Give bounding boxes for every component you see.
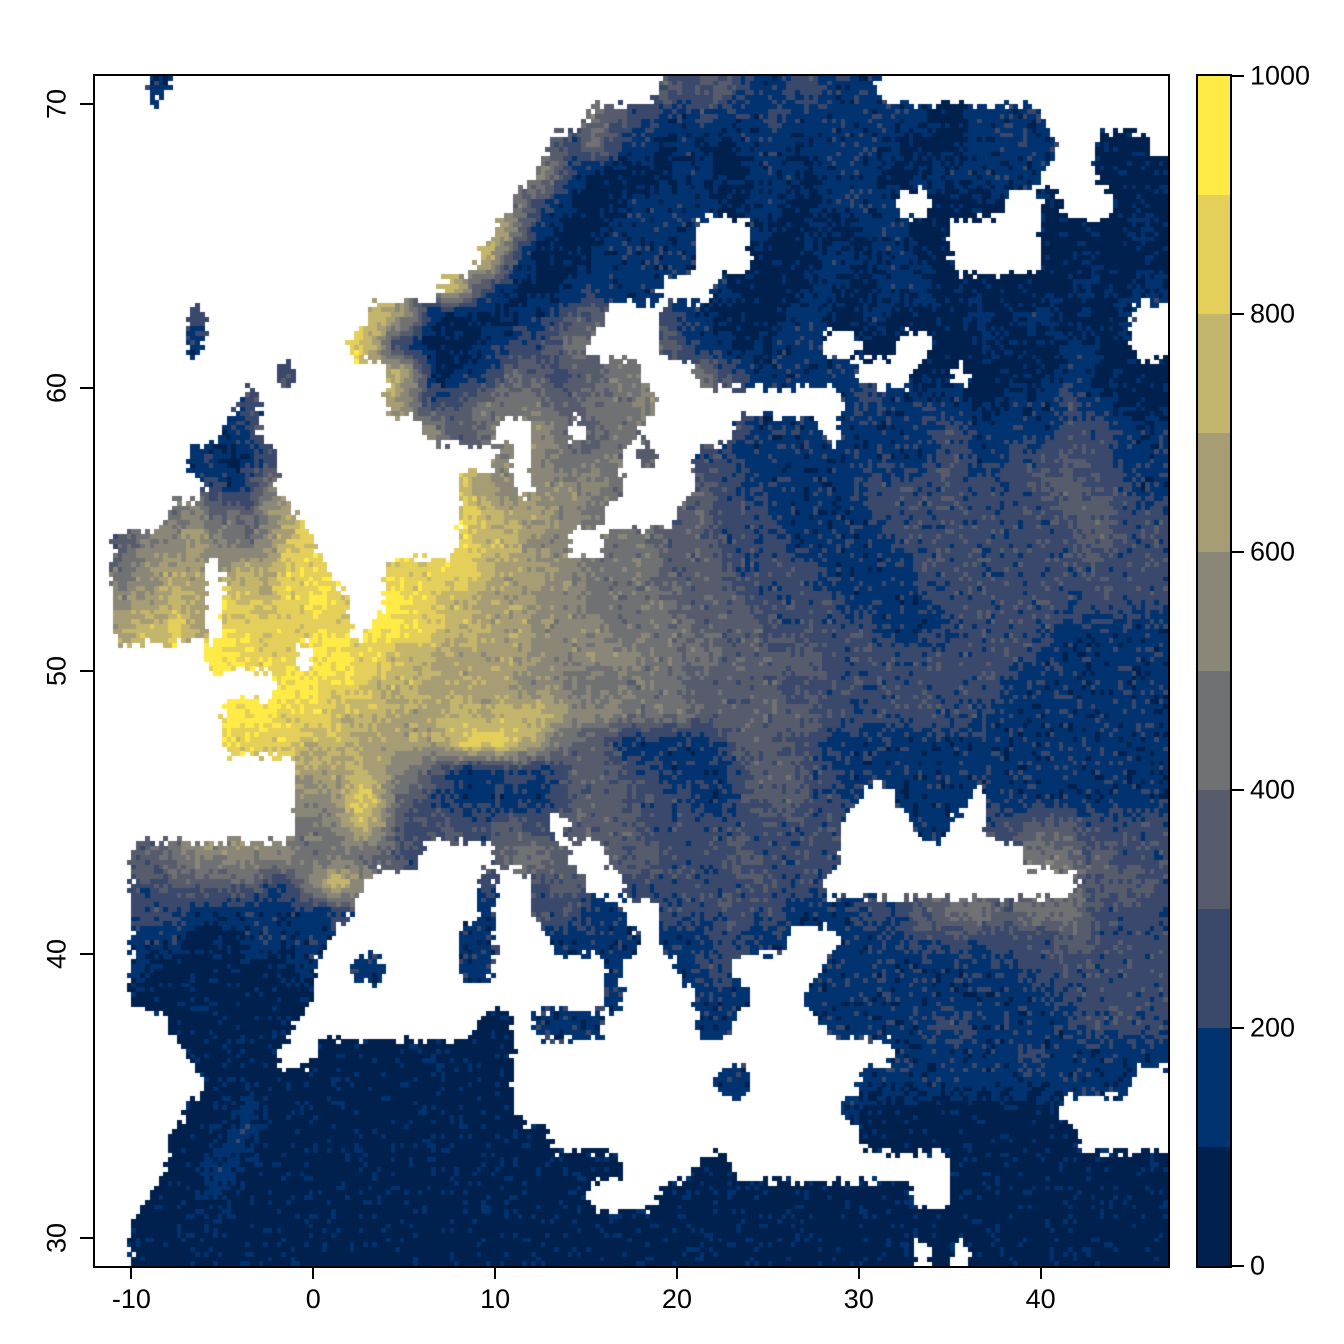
x-axis-tick-label: 0 <box>305 1284 321 1314</box>
legend-color-segment <box>1198 195 1230 314</box>
legend-color-segment <box>1198 1028 1230 1147</box>
legend-tick-label: 200 <box>1250 1012 1296 1043</box>
x-axis-tick-label: 40 <box>1025 1284 1056 1314</box>
y-axis-tick <box>80 1236 93 1239</box>
y-axis-tick <box>80 103 93 106</box>
x-axis-tick <box>494 1266 497 1279</box>
legend-tick <box>1230 75 1244 77</box>
x-axis-tick <box>1039 1266 1042 1279</box>
legend-tick-label: 400 <box>1250 774 1296 805</box>
x-axis-tick-label: 10 <box>480 1284 511 1314</box>
legend-color-segment <box>1198 314 1230 433</box>
legend-tick-label: 1000 <box>1250 60 1311 91</box>
y-axis-tick-label: 60 <box>41 372 72 403</box>
legend-tick-label: 0 <box>1250 1250 1266 1281</box>
legend-color-segment <box>1198 671 1230 790</box>
y-axis-tick <box>80 670 93 672</box>
legend-color-segment <box>1198 909 1230 1028</box>
legend-tick <box>1230 1027 1244 1029</box>
legend-tick <box>1230 1265 1244 1267</box>
y-axis-tick <box>80 386 93 389</box>
legend-color-segment <box>1198 76 1230 195</box>
x-axis-tick-label: -10 <box>111 1284 151 1314</box>
x-axis-tick-label: 20 <box>661 1284 692 1314</box>
legend-color-segment <box>1198 552 1230 671</box>
x-axis-tick <box>312 1266 315 1279</box>
legend-tick-label: 800 <box>1250 298 1296 329</box>
legend-tick-label: 600 <box>1250 536 1296 567</box>
legend-tick <box>1230 789 1244 791</box>
legend-color-segment <box>1198 790 1230 909</box>
y-axis-tick-label: 30 <box>41 1222 72 1253</box>
legend-tick <box>1230 551 1244 553</box>
legend-tick <box>1230 313 1244 315</box>
y-axis-tick-label: 70 <box>41 89 72 120</box>
x-axis-tick <box>857 1266 860 1279</box>
y-axis-tick-label: 50 <box>41 655 72 687</box>
legend-color-segment <box>1198 433 1230 552</box>
x-axis-tick <box>675 1266 678 1279</box>
legend-color-segment <box>1198 1147 1230 1266</box>
y-axis-tick <box>80 953 93 956</box>
map-raster-canvas <box>95 76 1168 1266</box>
x-axis-tick <box>130 1266 133 1279</box>
legend-colorbar <box>1196 74 1232 1268</box>
x-axis-tick-label: 30 <box>843 1284 874 1314</box>
y-axis-tick-label: 40 <box>41 939 72 970</box>
